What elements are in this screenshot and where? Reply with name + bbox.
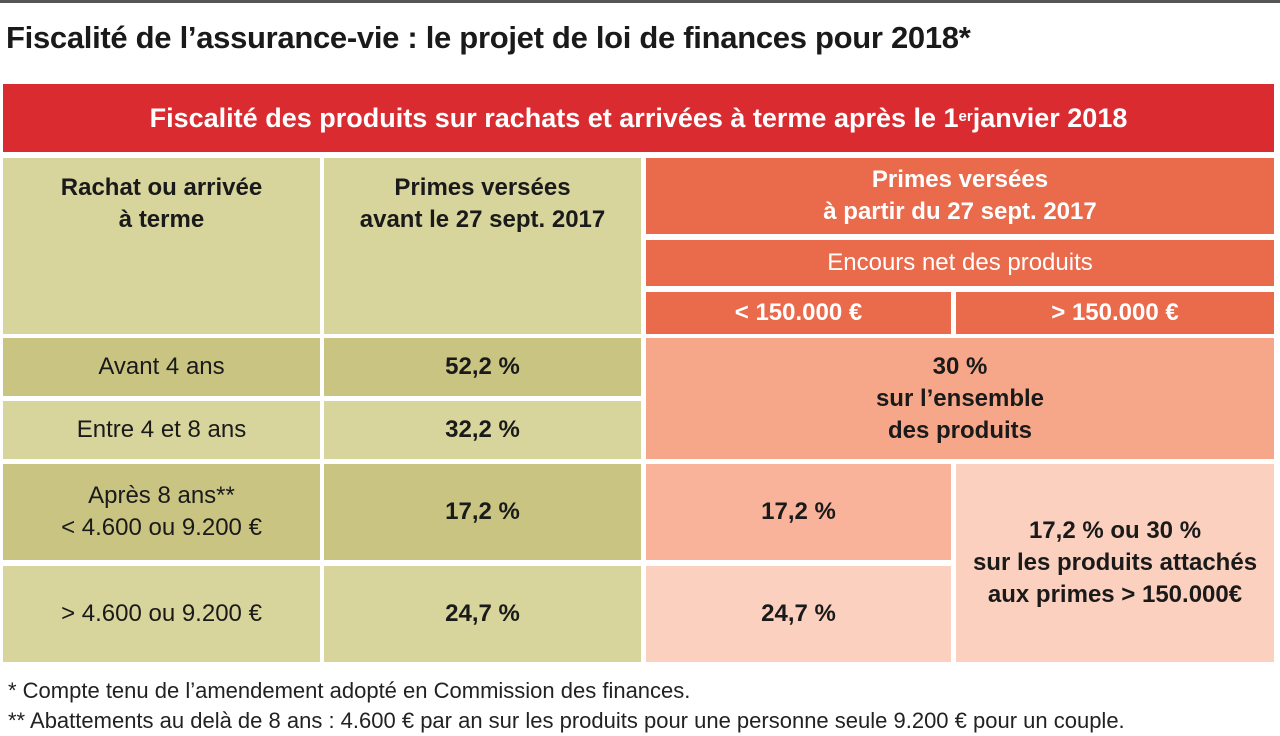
row-value-text: 52,2 %	[445, 353, 520, 380]
row-label-text: Entre 4 et 8 ans	[76, 416, 247, 443]
col-header-rachat: Rachat ou arrivée à terme	[3, 158, 320, 334]
row-label-apres-8-ans-under: Après 8 ans** < 4.600 ou 9.200 €	[3, 464, 320, 560]
row-label-text: > 4.600 ou 9.200 €	[61, 600, 262, 627]
row-value-text: 24,7 %	[761, 600, 836, 627]
row-value-before: 24,7 %	[324, 566, 641, 662]
banner-text-after: janvier 2018	[972, 102, 1128, 133]
row-value-before: 17,2 %	[324, 464, 641, 560]
row-label-avant-4-ans: Avant 4 ans	[3, 338, 320, 396]
col-header-before-line2: avant le 27 sept. 2017	[359, 206, 606, 233]
col-subheader-encours: Encours net des produits	[646, 240, 1274, 286]
footnote-1: * Compte tenu de l’amendement adopté en …	[8, 678, 691, 703]
row-value-under-150k: 17,2 %	[646, 464, 951, 560]
col-header-before: Primes versées avant le 27 sept. 2017	[324, 158, 641, 334]
col-split-under-text: < 150.000 €	[734, 299, 863, 326]
merged-over-line1: 17,2 % ou 30 %	[1028, 517, 1202, 544]
page-title: Fiscalité de l’assurance-vie : le projet…	[6, 20, 971, 55]
col-header-before-line1: Primes versées	[394, 174, 571, 201]
col-split-under: < 150.000 €	[646, 292, 951, 334]
col-header-after-line1: Primes versées	[871, 166, 1049, 193]
merged-flat-line2: sur l’ensemble	[875, 384, 1045, 412]
row-label-text-line1: Après 8 ans**	[88, 482, 235, 509]
row-value-text: 32,2 %	[445, 416, 520, 443]
row-label-text-line2: < 4.600 ou 9.200 €	[61, 514, 262, 541]
row-value-text: 17,2 %	[445, 498, 520, 525]
footnotes: * Compte tenu de l’amendement adopté en …	[8, 676, 1280, 736]
row-value-text: 17,2 %	[761, 498, 836, 525]
top-rule	[0, 0, 1280, 3]
table-banner: Fiscalité des produits sur rachats et ar…	[3, 84, 1274, 152]
banner-superscript: er	[958, 107, 973, 125]
merged-flat-line1: 30 %	[932, 352, 988, 380]
col-header-rachat-line1: Rachat ou arrivée	[60, 174, 263, 201]
col-header-after: Primes versées à partir du 27 sept. 2017	[646, 158, 1274, 234]
footnote-2: ** Abattements au delà de 8 ans : 4.600 …	[8, 708, 1125, 733]
row-value-before: 32,2 %	[324, 401, 641, 459]
col-subheader-encours-text: Encours net des produits	[827, 249, 1093, 276]
col-header-rachat-line2: à terme	[118, 206, 205, 233]
row-value-under-150k: 24,7 %	[646, 566, 951, 662]
row-label-over-4600: > 4.600 ou 9.200 €	[3, 566, 320, 662]
merged-flat-rate-cell: 30 % sur l’ensemble des produits	[646, 338, 1274, 459]
row-label-text: Avant 4 ans	[98, 353, 225, 380]
merged-over-line3: aux primes > 150.000€	[987, 581, 1243, 608]
row-value-before: 52,2 %	[324, 338, 641, 396]
banner-text-before: Fiscalité des produits sur rachats et ar…	[149, 102, 959, 133]
col-split-over: > 150.000 €	[956, 292, 1274, 334]
row-value-text: 24,7 %	[445, 600, 520, 627]
merged-over-150k-cell: 17,2 % ou 30 % sur les produits attachés…	[956, 464, 1274, 662]
col-header-after-line2: à partir du 27 sept. 2017	[823, 198, 1097, 225]
col-split-over-text: > 150.000 €	[1051, 299, 1179, 326]
merged-flat-line3: des produits	[887, 416, 1032, 444]
row-label-entre-4-et-8-ans: Entre 4 et 8 ans	[3, 401, 320, 459]
merged-over-line2: sur les produits attachés	[972, 549, 1258, 576]
